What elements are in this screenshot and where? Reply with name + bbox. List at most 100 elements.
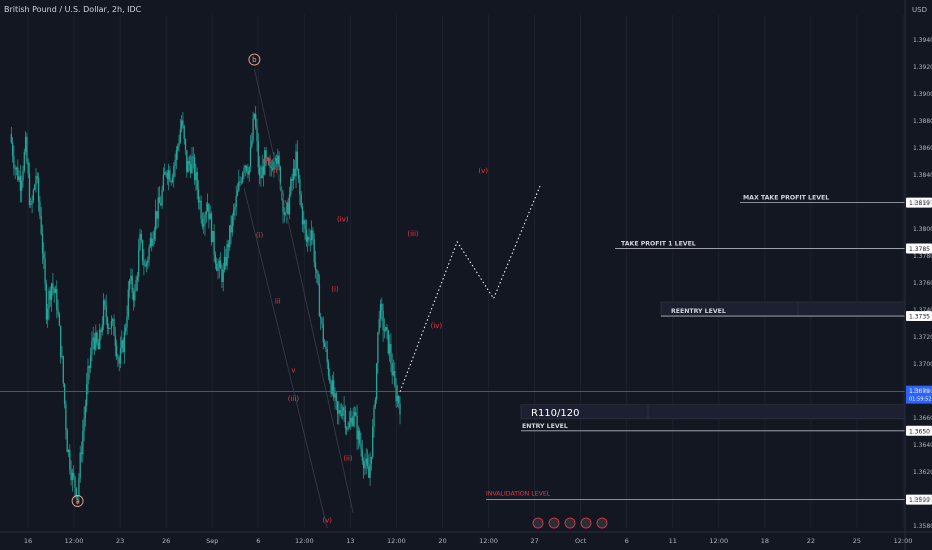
candle-body [270,166,272,169]
candle-body [178,142,180,147]
candle-body [109,328,111,329]
candle-body [234,206,236,211]
candle-body [244,165,246,168]
y-tick-label: 1.3840 [913,172,932,179]
candle-body [127,289,129,317]
candle-body [361,449,363,461]
candle-body [327,362,330,376]
candle-body [199,200,201,203]
candle-body [45,283,48,320]
candle-body [271,168,274,170]
channel-line-upper [254,68,354,514]
wave-label: (ii) [263,157,273,165]
candle-body [24,136,27,153]
wave-label: (v) [478,167,488,175]
y-tick-label: 1.3780 [913,253,932,260]
candle-body [70,469,72,481]
price-label-text: 1.3599 [909,497,930,504]
candle-body [343,407,345,411]
candle-body [101,325,103,332]
candle-body [148,247,150,260]
candle-body [44,258,46,284]
current-price-box [906,385,932,404]
y-tick-label: 1.3800 [913,226,932,233]
candle-body [303,220,305,225]
candle-body [223,257,226,270]
candle-body [39,201,41,216]
candle-body [335,393,337,402]
wave-label: (i) [256,232,264,240]
wave-label: (iii) [288,395,300,403]
reentry-label: REENTRY LEVEL [671,308,726,315]
candle-body [58,314,61,326]
candle-body [255,113,257,128]
candle-body [213,231,215,255]
candle-body [257,141,259,168]
candle-body [305,229,308,242]
candle-body [134,290,136,301]
candle-body [147,259,149,263]
candle-body [136,276,139,280]
candle-body [387,330,389,354]
candle-body [357,430,360,440]
candle-body [160,203,162,206]
candle-body [102,300,105,326]
candle-body [283,212,285,215]
candle-body [219,260,222,269]
candle-body [288,194,291,214]
candle-body [63,383,66,405]
x-tick-label: 22 [807,537,815,545]
candle-body [40,215,42,234]
candle-body [87,366,89,385]
candle-body [236,190,239,196]
y-tick-label: 1.3660 [913,415,932,422]
candle-body [396,396,399,402]
candle-body [57,310,59,315]
x-tick-label: 16 [24,537,32,545]
candle-body [152,239,154,246]
event-marker-icon [548,517,560,529]
candle-body [166,173,168,179]
candle-body [139,233,141,250]
candle-body [157,197,159,219]
price-label-box [906,425,932,436]
candle-body [112,319,114,321]
candle-body [36,176,38,178]
candle-body [294,168,296,177]
candle-body [336,401,339,414]
candle-body [203,224,205,227]
candle-body [349,417,352,423]
candle-body [118,358,120,364]
y-tick-label: 1.3740 [913,307,932,314]
candle-body [153,230,155,240]
candle-body [247,171,249,175]
candle-body [381,304,383,311]
candle-body [50,283,53,300]
candle-body [390,343,392,364]
candle-body [60,325,62,358]
candle-body [190,164,192,173]
candle-body [47,308,49,320]
candle-body [251,140,253,147]
candle-body [243,167,245,174]
candle-body [195,172,197,181]
candle-body [122,340,124,352]
candle-body [348,422,350,428]
current-price-label: 1.3679 [909,388,930,395]
candle-body [344,410,347,428]
candle-body [256,127,258,142]
candle-body [217,267,219,271]
candle-body [325,346,327,350]
candle-body [378,319,380,333]
candle-body [143,260,145,266]
candle-body [368,466,370,478]
candle-body [365,458,367,464]
candle-body [394,371,396,386]
candle-body [364,463,366,469]
candle-body [69,450,71,470]
candle-body [375,363,378,400]
wave-circle [71,495,84,507]
candle-body [360,443,362,450]
